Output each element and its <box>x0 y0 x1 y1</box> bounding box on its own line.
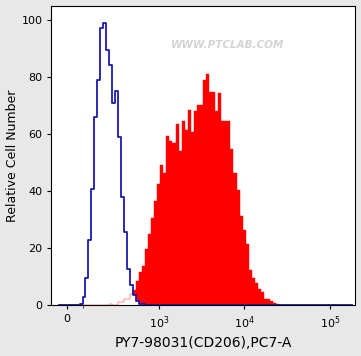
X-axis label: PY7-98031(CD206),PC7-A: PY7-98031(CD206),PC7-A <box>115 336 292 350</box>
Y-axis label: Relative Cell Number: Relative Cell Number <box>5 89 18 221</box>
Text: WWW.PTCLAB.COM: WWW.PTCLAB.COM <box>171 40 284 49</box>
